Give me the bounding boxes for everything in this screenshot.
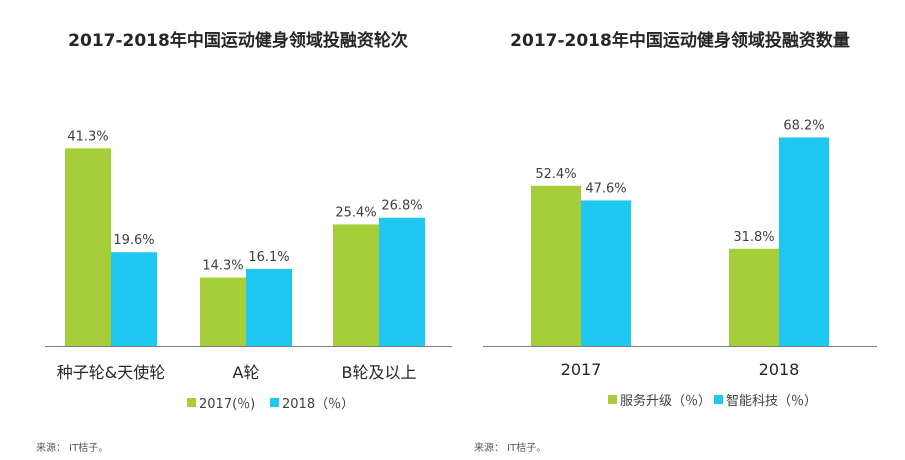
data-label: 14.3%: [202, 259, 243, 274]
bar-series2-2: [779, 137, 829, 346]
bar-series1-2: [200, 277, 246, 346]
bar-series1-1: [65, 148, 111, 346]
chart-1: 2017-2018年中国运动健身领域投融资轮次 41.3% 19.6% 种子轮&天使轮…: [36, 30, 452, 454]
legend-label: 2018（％）: [282, 397, 354, 412]
legend-swatch: [608, 395, 617, 404]
category-label: A轮: [233, 363, 260, 382]
category-label: 2018: [759, 360, 800, 379]
bar-series2-1: [581, 200, 631, 346]
data-label: 19.6%: [113, 233, 154, 248]
data-label: 16.1%: [248, 250, 289, 265]
data-label: 31.8%: [733, 230, 774, 245]
legend-label: 2017(％): [199, 397, 255, 412]
bar-series2-2: [246, 268, 292, 346]
data-label: 41.3%: [67, 129, 108, 144]
bar-series1-1: [531, 185, 581, 346]
data-label: 47.6%: [585, 181, 626, 196]
legend-label: 服务升级（％）: [620, 393, 711, 409]
legend-swatch: [187, 398, 196, 407]
chart-2: 2017-2018年中国运动健身领域投融资数量 52.4% 47.6% 2017 31.…: [474, 30, 877, 454]
bar-series2-3: [379, 217, 425, 346]
bar-series2-1: [111, 252, 157, 346]
data-label: 52.4%: [535, 167, 576, 182]
bar-series1-3: [333, 224, 379, 346]
data-label: 26.8%: [381, 199, 422, 214]
legend-swatch: [714, 395, 723, 404]
source-note: 来源： IT桔子。: [36, 441, 108, 454]
chart-title: 2017-2018年中国运动健身领域投融资轮次: [68, 30, 408, 51]
chart-title: 2017-2018年中国运动健身领域投融资数量: [510, 30, 850, 51]
source-note: 来源： IT桔子。: [474, 441, 546, 454]
bar-series1-2: [729, 248, 779, 346]
legend-label: 智能科技（％）: [726, 394, 817, 409]
category-label: 种子轮&天使轮: [57, 363, 165, 382]
category-label: B轮及以上: [342, 363, 417, 382]
legend-swatch: [270, 398, 279, 407]
data-label: 25.4%: [335, 205, 376, 220]
category-label: 2017: [561, 360, 602, 379]
data-label: 68.2%: [783, 118, 824, 133]
